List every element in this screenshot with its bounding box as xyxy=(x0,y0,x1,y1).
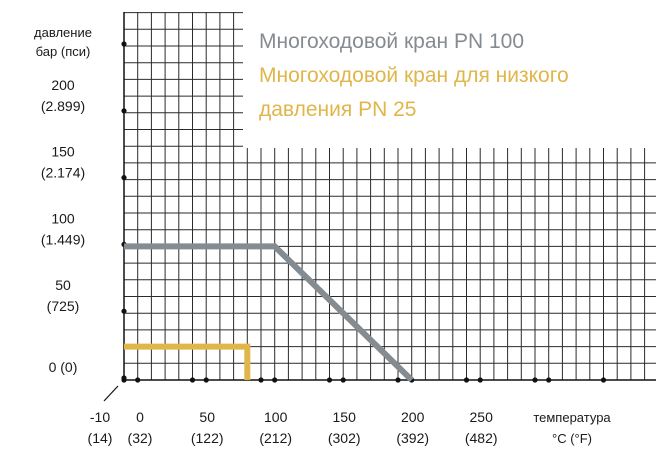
x-tick-label: 150 (302) xyxy=(328,409,361,446)
x-axis-dot xyxy=(340,377,346,383)
x-axis-dot xyxy=(258,377,264,383)
x-axis-dot xyxy=(135,377,141,383)
x-axis-dot xyxy=(477,377,483,383)
x-axis-dot xyxy=(189,377,196,383)
x-tick-label: 200 (392) xyxy=(396,409,429,446)
y-tick-label: 0 (0) xyxy=(49,359,78,375)
x-tick-label: -10 (14) xyxy=(88,409,113,446)
x-axis-dot xyxy=(600,377,607,383)
x-tick-label: 250 (482) xyxy=(465,409,498,446)
y-tick-label: 200 (2.899) xyxy=(41,77,85,114)
x-axis-dot xyxy=(203,377,209,383)
y-axis-title: давление бар (пси) xyxy=(34,25,92,59)
y-axis-dot xyxy=(121,108,127,114)
x-axis-dot xyxy=(272,377,278,383)
x-axis-dot xyxy=(532,377,538,383)
axis-layer: 0 (0) 50 (725) 100 (1.449) 150 (2.174) 200 (2.89… xyxy=(34,12,656,446)
x-axis-title: температура °C (°F) xyxy=(533,410,611,446)
x-tick-label: 100 (212) xyxy=(259,409,292,446)
x-axis-dot xyxy=(546,377,552,383)
legend-label-2: Многоходовой кран для низкого давления PN… xyxy=(259,64,569,121)
x-tick-leader-line xyxy=(103,385,119,402)
legend-layer: Многоходовой кран PN 100 Многоходовой кра… xyxy=(243,4,656,148)
series-line-2 xyxy=(124,343,251,380)
y-axis-dot xyxy=(121,41,127,47)
y-axis-dot xyxy=(121,175,127,181)
x-axis-dot xyxy=(326,377,333,383)
y-tick-label: 150 (2.174) xyxy=(41,144,85,181)
y-tick-label: 50 (725) xyxy=(47,277,80,314)
legend-label-1: Многоходовой кран PN 100 xyxy=(259,30,524,53)
series-layer xyxy=(124,243,414,383)
legend-box xyxy=(243,4,656,148)
x-axis-dot xyxy=(463,377,470,383)
y-tick-label: 100 (1.449) xyxy=(41,210,85,247)
x-tick-label: 0 (32) xyxy=(128,409,153,446)
series-line-1 xyxy=(124,243,414,383)
x-axis-dot xyxy=(395,377,401,383)
x-tick-label: 50 (122) xyxy=(191,409,224,446)
grid-layer xyxy=(123,12,656,381)
y-axis-dot xyxy=(121,308,127,314)
y-axis-dot xyxy=(121,375,127,381)
